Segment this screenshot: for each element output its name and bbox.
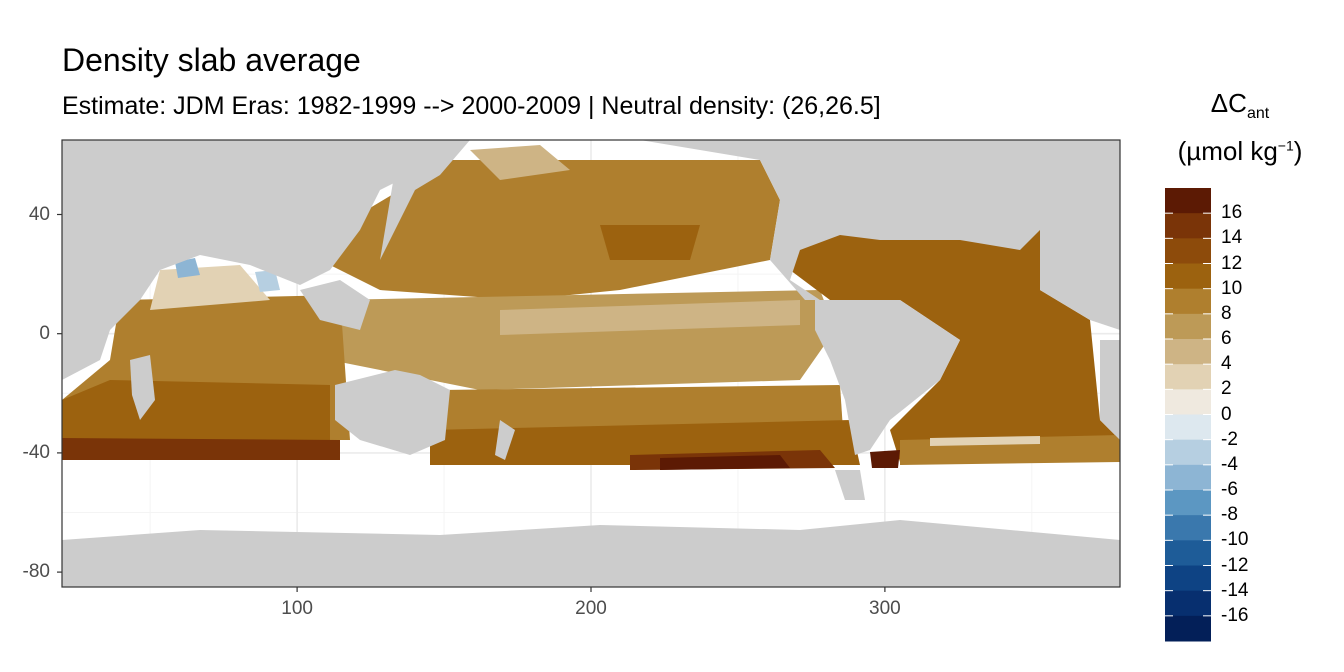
colorbar-label: -12 [1221,554,1249,576]
north-pacific-band [330,160,780,300]
legend-colorbar [1165,188,1211,642]
colorbar-swatch [1165,288,1211,315]
south-america-land [815,300,960,455]
legend-unit-suffix: ) [1293,136,1303,166]
colorbar-swatch [1165,615,1211,642]
colorbar-label: 4 [1221,353,1232,375]
colorbar-swatch [1165,490,1211,516]
colorbar-label: -6 [1221,479,1238,500]
ocean-field [62,145,1120,470]
colorbar-label: -2 [1221,428,1238,450]
colorbar-label: -4 [1221,453,1238,475]
colorbar-label: 6 [1221,328,1232,349]
colorbar-label: -14 [1221,579,1249,601]
colorbar-swatch [1165,313,1211,340]
bay-of-bengal-negative [255,270,280,292]
legend-unit-superscript: −1 [1277,137,1294,154]
north-pacific-low [470,145,570,180]
colorbar-label: -16 [1221,604,1249,626]
new-zealand-land [495,420,515,460]
colorbar-label: 10 [1221,277,1243,299]
y-tick-label: 0 [39,322,50,344]
legend-symbol: ΔC [1210,88,1247,118]
colorbar-label: 8 [1221,302,1232,324]
legend-subscript: ant [1246,105,1270,123]
north-pacific-high [600,225,700,260]
y-tick-label: 40 [28,203,50,225]
colorbar-swatch [1165,238,1211,264]
antarctica-land [62,520,1120,587]
colorbar-label: 14 [1221,227,1243,249]
x-tick-label: 200 [575,598,607,619]
indian-southern-band [62,438,340,460]
y-tick-label: -80 [22,561,50,583]
colorbar-swatch [1165,565,1211,592]
y-tick-label: -40 [22,441,50,463]
eurasia-africa-land [62,140,410,380]
madagascar-land [130,355,155,420]
plot-subtitle: Estimate: JDM Eras: 1982-1999 --> 2000-2… [62,92,881,120]
south-atlantic-light [930,436,1040,446]
australia-land [335,370,450,455]
legend-unit-prefix: (µmol kg [1177,136,1278,166]
colorbar-label: 0 [1221,403,1232,425]
antarctic-peninsula-land [835,470,865,500]
colorbar-swatch [1165,339,1211,365]
axis-ticks [57,213,886,592]
equatorial-pacific-light [500,300,800,335]
colorbar-swatch [1165,213,1211,239]
east-asia-land [380,140,470,260]
colorbar-swatch [1165,188,1211,214]
north-america-land [640,140,1120,300]
colorbar-label: -10 [1221,529,1249,551]
colorbar-swatch [1165,515,1211,541]
colorbar-swatch [1165,364,1211,390]
colorbar-swatch [1165,263,1211,290]
legend-title-unit: (µmol kg−1) [1150,136,1330,167]
x-tick-label: 100 [281,598,313,619]
colorbar-swatch [1165,464,1211,491]
africa-south-land [1100,340,1120,440]
colorbar-swatch [1165,590,1211,617]
south-pacific-peak [660,455,790,470]
colorbar-swatch [1165,540,1211,566]
drake-passage-peak [870,450,900,468]
colorbar-swatch [1165,439,1211,466]
arabian-sea-negative [175,258,200,278]
colorbar-swatch [1165,414,1211,441]
x-tick-label: 300 [869,598,901,619]
colorbar-label: 2 [1221,378,1232,400]
colorbar-swatch [1165,389,1211,415]
legend-title-symbol: ΔCant [1150,88,1330,123]
africa-west-land [1040,230,1120,330]
plot-title: Density slab average [62,42,361,78]
atlantic-band [790,230,1120,462]
colorbar-label: -8 [1221,504,1238,526]
colorbar-label: 16 [1221,202,1243,224]
colorbar-label: 12 [1221,252,1243,274]
indian-ocean-deep [62,380,330,440]
land-masses [62,140,1120,587]
maritime-continent-land [300,280,370,330]
